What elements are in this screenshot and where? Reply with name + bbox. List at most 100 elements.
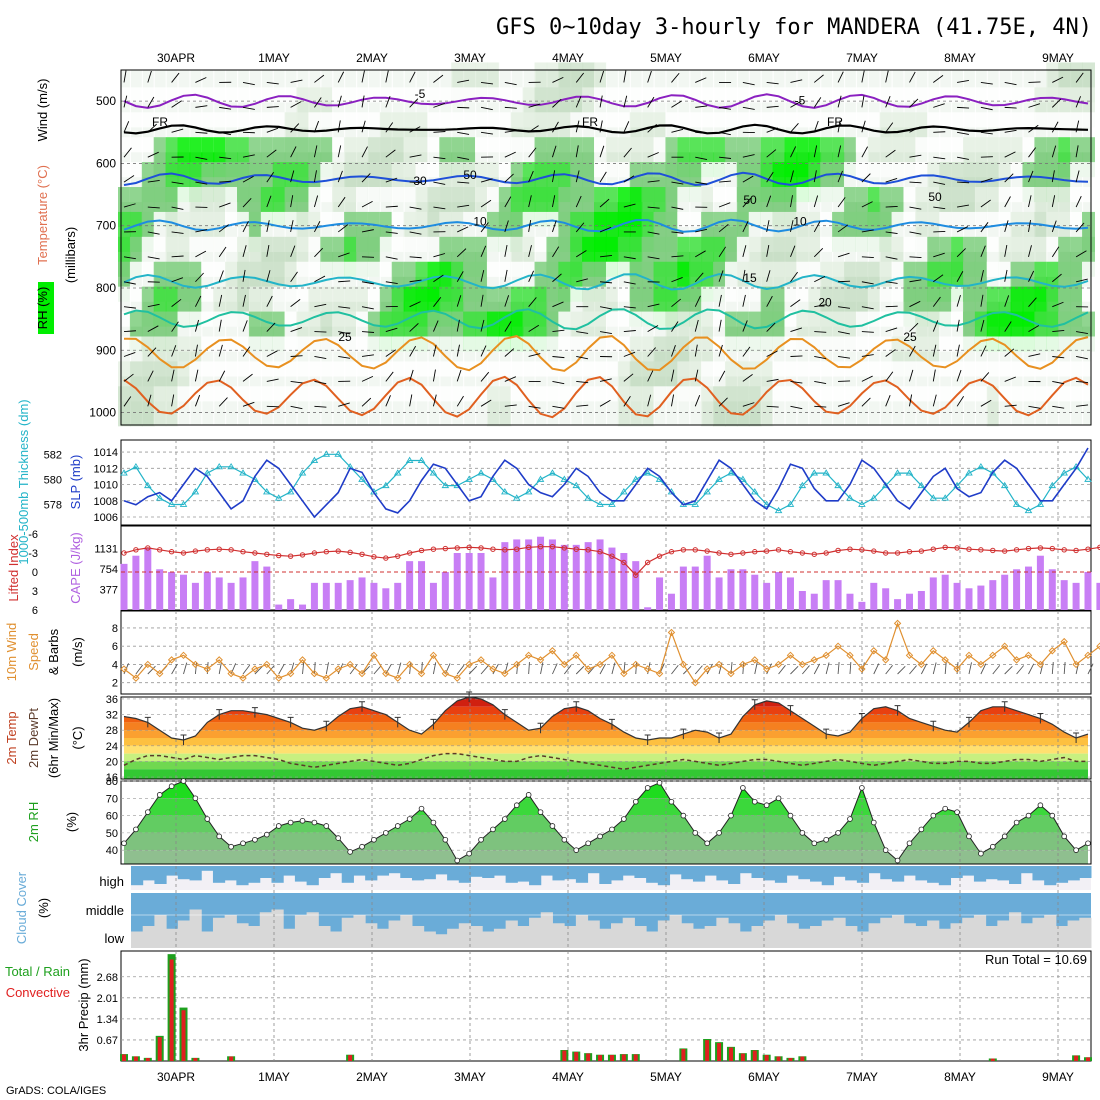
cloud-high-bar <box>599 866 612 884</box>
wind-barb <box>385 327 398 333</box>
thickness-point <box>727 469 735 476</box>
wind-barb <box>909 98 919 108</box>
rh-point <box>383 830 389 836</box>
wind-barb <box>956 271 964 282</box>
wind10-point <box>608 651 616 660</box>
cloud-high-bar <box>1009 866 1022 884</box>
wind-barb <box>909 345 916 357</box>
cape-bar <box>227 582 235 610</box>
cape-bar <box>1060 580 1068 610</box>
lifted-index-point <box>490 546 496 552</box>
contour-label: 15 <box>743 271 757 285</box>
bottom-date-label: 6MAY <box>748 1070 780 1084</box>
wind-barb <box>956 396 965 407</box>
lifted-index-point <box>633 572 639 578</box>
contour-label: FR <box>152 115 168 129</box>
wind-barb <box>313 170 317 183</box>
cape-bar <box>584 542 592 610</box>
wind-barb <box>313 195 319 208</box>
cloud-low-bar <box>634 926 647 948</box>
rh-point <box>740 785 746 791</box>
wind-barb <box>552 380 565 385</box>
wind-barb <box>480 131 493 135</box>
wind10-barb <box>278 663 285 675</box>
rh-point <box>882 847 889 853</box>
pressure-tick-label: 900 <box>96 343 116 357</box>
wind-barb <box>813 221 821 233</box>
wind-barb <box>766 244 770 257</box>
cape-bar <box>1036 555 1044 610</box>
wind10-barb <box>790 665 799 675</box>
wind-barb <box>980 372 990 382</box>
wind-barb <box>194 319 200 332</box>
wind-barb <box>314 74 325 83</box>
contour-label: FR <box>827 115 843 129</box>
wind-barb <box>933 103 945 108</box>
lifted-index-point <box>704 548 710 554</box>
thickness-point <box>429 469 438 476</box>
wind-barb <box>1028 170 1034 183</box>
wind-barb <box>909 181 922 184</box>
wind10-point <box>1012 656 1021 664</box>
wind-tick-label: 8 <box>112 623 118 635</box>
lifted-index-point <box>1073 547 1079 554</box>
wind-barb <box>909 126 921 133</box>
wind-barb <box>195 156 208 160</box>
wind-barb <box>909 231 922 235</box>
temp-band <box>124 706 1088 715</box>
rh-band <box>124 815 1088 833</box>
lifted-index-point <box>573 546 579 552</box>
wind-barb <box>528 324 540 332</box>
wind-barb <box>933 181 946 185</box>
bottom-date-axis: 30APR 1MAY 2MAY 3MAY 4MAY 5MAY 6MAY 7MAY 8MAY 9MA… <box>157 1070 1074 1084</box>
cloud-high-bar <box>365 866 378 881</box>
wind-barb <box>195 77 207 83</box>
wind-barb <box>814 380 827 385</box>
cape-bar <box>287 599 295 610</box>
wind-barb <box>766 105 779 108</box>
rh-point <box>466 850 472 857</box>
cape-bar <box>739 569 747 610</box>
wind-barb <box>1028 195 1032 208</box>
wind-barb <box>790 146 797 158</box>
cloud-high-bar <box>634 866 647 878</box>
cloud-high-bar <box>657 866 671 886</box>
precip-convective-bar <box>1074 1055 1079 1061</box>
wind-barb <box>1004 269 1008 282</box>
cape-bar <box>537 536 545 610</box>
wind-barb <box>361 331 375 333</box>
rh-point <box>978 850 984 857</box>
wind-barb <box>432 369 436 382</box>
rh-point <box>406 816 413 822</box>
lifted-index-point <box>299 552 306 558</box>
temp-band <box>124 745 1088 754</box>
wind10-point <box>786 651 795 660</box>
dewpt-axis-label: 2m DewPt <box>26 708 41 768</box>
contour-label: FR <box>582 115 598 129</box>
cloud-high-bar <box>915 866 928 881</box>
thickness-point <box>881 481 890 489</box>
cape-tick-label: 754 <box>100 564 118 576</box>
rh-point <box>763 802 770 809</box>
wind-barb <box>242 294 246 307</box>
wind10-point <box>727 669 735 678</box>
rh-point <box>299 817 306 824</box>
wind-barb <box>528 270 535 282</box>
wind10-point <box>144 660 152 669</box>
cape-bar <box>548 539 556 610</box>
cape-bar <box>215 577 223 610</box>
wind-barb <box>909 256 922 259</box>
rh-point <box>787 812 794 819</box>
rh-point <box>371 836 377 843</box>
precip-convective-bar <box>122 1054 126 1061</box>
rh-cell <box>820 386 834 427</box>
rh-point <box>656 779 663 786</box>
cloud-low-bar <box>1055 926 1069 948</box>
wind-barb <box>956 319 960 332</box>
wind-barb <box>647 231 660 235</box>
cloud-low-bar <box>177 920 191 948</box>
wind10-barb <box>1087 663 1094 675</box>
wind-barb <box>718 202 731 208</box>
rh-cell <box>867 386 881 427</box>
temp-minmax-bar <box>608 718 615 730</box>
